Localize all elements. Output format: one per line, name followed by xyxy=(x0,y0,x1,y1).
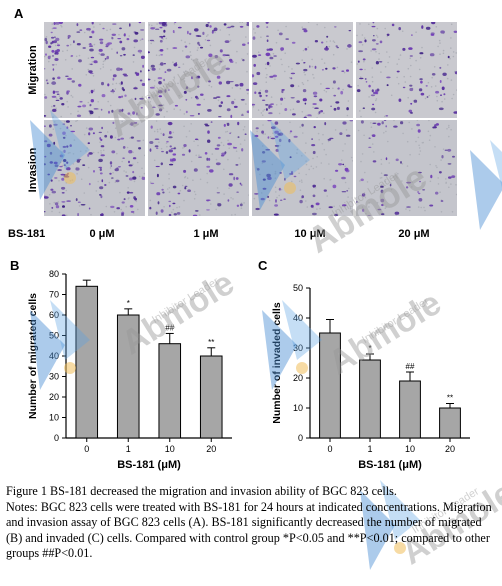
chart-b-y-label: Number of migrated cells xyxy=(27,293,39,419)
chart-b-y-tick-label: 10 xyxy=(49,413,59,423)
micrograph-migration-0 xyxy=(44,22,145,118)
chart-b-y-tick-label: 20 xyxy=(49,392,59,402)
chart-c-y-tick-label: 10 xyxy=(293,403,303,413)
chart-c-bar-10 xyxy=(399,380,421,439)
micrograph-migration-3 xyxy=(356,22,457,118)
chart-c-x-tick-label: 20 xyxy=(445,444,455,454)
chart-c-significance-10: ## xyxy=(406,362,415,371)
concentration-0: 0 μM xyxy=(89,228,115,240)
chart-c-x-tick-label: 10 xyxy=(405,444,415,454)
chart-b-y-tick-label: 60 xyxy=(49,310,59,320)
concentration-20: 20 μM xyxy=(398,228,430,240)
micrograph-invasion-2 xyxy=(252,120,353,216)
watermark-logo-shape xyxy=(360,480,420,570)
chart-b-significance-20: ** xyxy=(208,338,214,347)
chart-c-x-tick-label: 0 xyxy=(327,444,332,454)
micrograph-invasion-3 xyxy=(356,120,457,216)
watermark-logo-shape xyxy=(30,110,90,200)
chart-c-y-tick-label: 40 xyxy=(293,313,303,323)
chart-c-x-label: BS-181 (μM) xyxy=(358,459,422,471)
chart-b-bar-20 xyxy=(199,355,223,439)
figure-caption: Figure 1 BS-181 decreased the migration … xyxy=(6,484,496,562)
chart-c-bar-0 xyxy=(319,332,341,439)
chart-b-x-tick-label: 0 xyxy=(84,444,89,454)
chart-b-bar-1 xyxy=(116,314,140,439)
panel-b-letter: B xyxy=(10,258,19,273)
caption-title: Figure 1 BS-181 decreased the migration … xyxy=(6,484,397,498)
concentration-10: 10 μM xyxy=(294,228,326,240)
micrograph-migration-2 xyxy=(252,22,353,118)
chart-b-y-tick-label: 30 xyxy=(49,372,59,382)
panel-c-letter: C xyxy=(258,258,268,273)
chart-b-x-label: BS-181 (μM) xyxy=(117,459,181,471)
chart-b-x-tick-label: 20 xyxy=(206,444,216,454)
chart-b-y-tick-label: 80 xyxy=(49,269,59,279)
row-label-migration: Migration xyxy=(27,45,39,95)
watermark-logo-shape xyxy=(262,300,322,390)
panel-a-letter: A xyxy=(14,6,24,21)
chart-c-bar-1 xyxy=(359,359,381,439)
micrograph-invasion-1 xyxy=(148,120,249,216)
watermark-logo-shape xyxy=(470,140,502,230)
chart-b-y-tick-label: 70 xyxy=(49,290,59,300)
micrograph-migration-1 xyxy=(148,22,249,118)
chart-b-x-tick-label: 1 xyxy=(126,444,131,454)
chart-b-y-tick-label: 0 xyxy=(54,433,59,443)
chart-c-y-label: Number of invaded cells xyxy=(271,302,283,424)
chart-c-significance-20: ** xyxy=(447,394,453,403)
chart-c-x-tick-label: 1 xyxy=(367,444,372,454)
concentration-1: 1 μM xyxy=(193,228,219,240)
watermark-logo-shape xyxy=(250,120,310,210)
chart-b-x-tick-label: 10 xyxy=(165,444,175,454)
chart-c-y-tick-label: 20 xyxy=(293,373,303,383)
watermark-logo-shape xyxy=(30,300,90,390)
chart-c-y-tick-label: 30 xyxy=(293,343,303,353)
micrograph-invasion-0 xyxy=(44,120,145,216)
chart-c-bar-20 xyxy=(439,407,461,439)
chart-c-y-tick-label: 50 xyxy=(293,283,303,293)
chart-c-significance-1: * xyxy=(368,344,371,353)
treatment-label: BS-181 xyxy=(8,228,46,240)
chart-c-y-tick-label: 0 xyxy=(298,433,303,443)
chart-b-y-tick-label: 50 xyxy=(49,331,59,341)
chart-b-bar-10 xyxy=(158,343,182,439)
chart-b-significance-10: ## xyxy=(165,323,174,332)
chart-b-significance-1: * xyxy=(127,299,130,308)
chart-b-y-tick-label: 40 xyxy=(49,351,59,361)
caption-notes: Notes: BGC 823 cells were treated with B… xyxy=(6,499,492,561)
